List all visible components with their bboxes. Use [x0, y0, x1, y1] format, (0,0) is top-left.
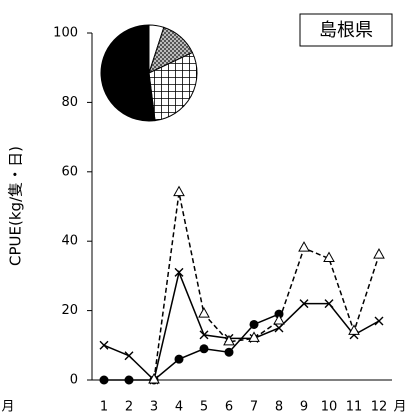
- marker: [99, 340, 109, 350]
- x-tick-label: 7: [250, 400, 258, 415]
- x-tick-label: 9: [300, 400, 308, 415]
- title-box: [299, 13, 393, 47]
- side-label: 月: [1, 400, 14, 415]
- y-tick-label: 100: [53, 26, 78, 41]
- y-tick-label: 20: [61, 303, 78, 318]
- x-tick-label: 2: [125, 400, 133, 415]
- x-axis-label: 月: [393, 400, 406, 415]
- marker: [224, 347, 234, 357]
- y-tick-label: 40: [61, 234, 78, 249]
- marker: [148, 372, 160, 384]
- y-tick-label: 80: [61, 95, 78, 110]
- chart-title: 島根県: [319, 20, 373, 41]
- marker: [99, 375, 109, 385]
- x-tick-label: 3: [150, 400, 158, 415]
- marker: [324, 299, 334, 309]
- series-line: [153, 192, 380, 381]
- marker: [323, 251, 335, 263]
- marker: [124, 375, 134, 385]
- marker: [198, 307, 210, 318]
- marker: [273, 313, 285, 325]
- y-tick-label: 60: [61, 164, 78, 179]
- pie-slice: [148, 51, 198, 122]
- marker: [298, 241, 310, 252]
- x-tick-label: 6: [225, 400, 233, 415]
- pie-slice: [100, 24, 156, 122]
- x-tick-label: 5: [200, 400, 208, 415]
- x-tick-label: 8: [275, 400, 283, 415]
- marker: [199, 344, 209, 354]
- x-tick-label: 10: [321, 400, 338, 415]
- marker: [299, 299, 309, 309]
- marker: [199, 330, 209, 340]
- marker: [223, 334, 235, 346]
- marker: [249, 319, 259, 329]
- marker: [248, 331, 260, 342]
- x-tick-label: 12: [371, 400, 388, 415]
- marker: [374, 316, 384, 326]
- marker: [124, 351, 134, 361]
- marker: [174, 354, 184, 364]
- x-tick-label: 1: [100, 400, 108, 415]
- marker: [348, 324, 360, 335]
- marker: [373, 248, 385, 259]
- y-tick-label: 0: [70, 373, 78, 388]
- marker: [174, 267, 184, 277]
- x-tick-label: 11: [346, 400, 363, 415]
- marker: [173, 185, 185, 197]
- y-axis-label: CPUE(kg/隻・日): [7, 146, 25, 266]
- x-tick-label: 4: [175, 400, 183, 415]
- series-line: [103, 269, 380, 382]
- marker: [274, 323, 284, 333]
